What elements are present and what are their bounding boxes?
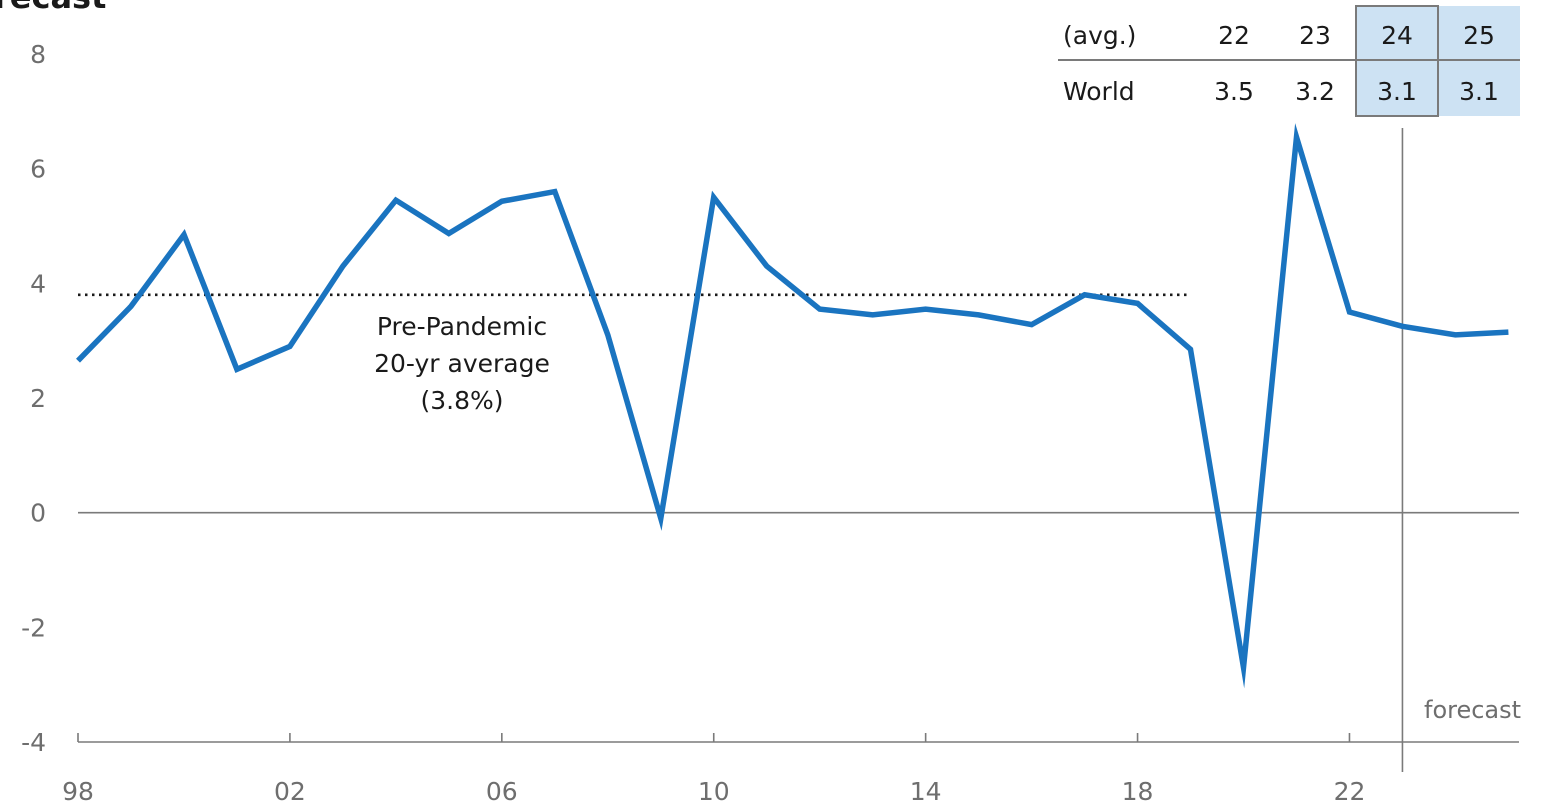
- y-tick-label: -4: [21, 728, 46, 757]
- x-tick-label: 22: [1334, 777, 1366, 805]
- y-tick-label: 8: [30, 40, 46, 69]
- table-header-year-24: 24: [1381, 21, 1413, 50]
- inset-table: (avg.) 22 23 24 25 World 3.5 3.2 3.1 3.1: [1058, 5, 1520, 117]
- y-tick-label: 2: [30, 384, 46, 413]
- table-highlight-cell-24-header: [1356, 6, 1438, 60]
- forecast-label: forecast: [1424, 696, 1521, 724]
- x-tick-label: 14: [910, 777, 942, 805]
- y-tick-label: 6: [30, 155, 46, 184]
- table-cell-world-24: 3.1: [1377, 77, 1417, 106]
- table-header-year-22: 22: [1218, 21, 1250, 50]
- series-line-0: [76, 123, 1509, 689]
- table-cell-world-22: 3.5: [1214, 77, 1254, 106]
- reference-annotation-line-3: (3.8%): [420, 386, 503, 415]
- table-header-label: (avg.): [1063, 21, 1136, 50]
- x-tick-label: 98: [62, 777, 94, 805]
- y-tick-label: -2: [21, 613, 46, 642]
- table-cell-world-25: 3.1: [1459, 77, 1499, 106]
- partial-title: recast: [0, 0, 106, 16]
- reference-annotation-line-2: 20-yr average: [374, 349, 550, 378]
- x-tick-label: 10: [698, 777, 730, 805]
- series-layer: [76, 123, 1509, 689]
- table-highlight-cell-25-world: [1438, 60, 1520, 116]
- y-tick-label: 0: [30, 499, 46, 528]
- table-highlight-cell-25-header: [1438, 6, 1520, 60]
- x-tick-label: 06: [486, 777, 518, 805]
- x-tick-label: 18: [1122, 777, 1154, 805]
- table-header-year-23: 23: [1299, 21, 1331, 50]
- reference-annotation-line-1: Pre-Pandemic: [377, 312, 547, 341]
- table-cell-world-23: 3.2: [1295, 77, 1335, 106]
- table-row-label-world: World: [1063, 77, 1135, 106]
- x-tick-label: 02: [274, 777, 306, 805]
- axes: 8 6 4 2 0 -2 -4 98 02 06 10 14 18 22: [21, 40, 1519, 805]
- y-tick-label: 4: [30, 269, 46, 298]
- table-highlight-cell-24-world: [1356, 60, 1438, 116]
- table-header-year-25: 25: [1463, 21, 1495, 50]
